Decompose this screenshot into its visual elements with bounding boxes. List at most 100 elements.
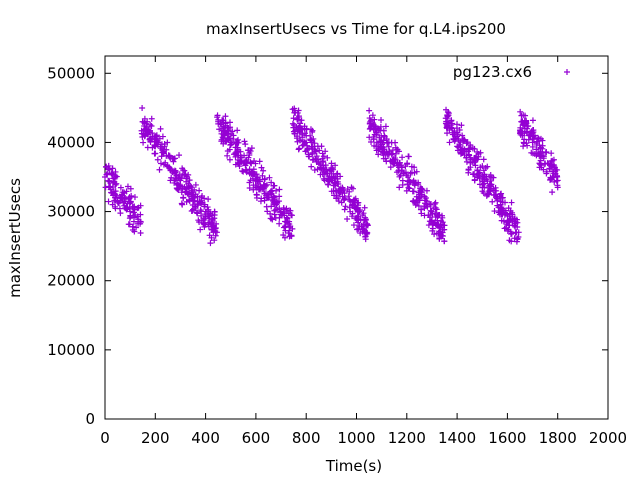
data-point (552, 170, 559, 177)
data-point (322, 162, 329, 169)
data-point (471, 177, 478, 184)
data-point (237, 148, 244, 155)
data-point (295, 113, 302, 120)
data-point (455, 135, 462, 142)
data-point (148, 115, 155, 122)
data-point (540, 166, 547, 173)
data-point (246, 170, 253, 177)
data-point (443, 106, 450, 113)
data-point (146, 129, 153, 136)
data-point (183, 173, 190, 180)
data-point (328, 174, 335, 180)
data-point (112, 191, 119, 198)
data-point (491, 208, 498, 215)
data-point (214, 112, 221, 119)
data-point (353, 205, 360, 212)
data-point (272, 206, 279, 213)
data-point (361, 217, 368, 224)
data-point (250, 166, 257, 173)
data-point (157, 160, 164, 167)
data-point (396, 164, 403, 171)
data-point (171, 170, 178, 177)
data-point (490, 192, 497, 199)
x-tick-label: 1400 (438, 429, 476, 447)
data-point (471, 145, 478, 152)
data-point (208, 218, 215, 225)
data-point (223, 138, 230, 145)
data-point (464, 139, 471, 146)
data-point (252, 177, 259, 184)
data-point (191, 194, 198, 201)
data-point (152, 133, 159, 140)
data-point (360, 226, 367, 233)
data-point (463, 140, 470, 147)
data-point (429, 225, 436, 232)
data-point (525, 132, 532, 139)
data-point (106, 166, 113, 173)
data-point (514, 236, 521, 243)
data-point (297, 120, 304, 127)
data-point (156, 166, 163, 173)
data-point (429, 210, 436, 217)
data-point (411, 169, 418, 176)
data-point (171, 179, 178, 186)
data-point (216, 126, 223, 133)
data-point (212, 232, 219, 239)
data-point (303, 139, 310, 146)
data-point (397, 172, 404, 179)
data-point (234, 149, 241, 156)
data-point (423, 187, 430, 194)
data-point (477, 164, 484, 171)
data-point (193, 209, 200, 216)
data-point (151, 150, 158, 157)
data-point (538, 162, 545, 169)
data-point (256, 158, 263, 165)
data-point (248, 145, 255, 152)
data-point (252, 160, 259, 167)
data-point (322, 167, 329, 174)
data-point (224, 135, 231, 142)
data-point (273, 187, 280, 194)
data-point (466, 152, 473, 159)
data-point (295, 116, 302, 123)
data-point (142, 132, 149, 139)
data-point (321, 171, 328, 178)
data-point (529, 139, 536, 146)
data-point (511, 215, 518, 222)
data-point (396, 184, 403, 191)
data-point (137, 218, 144, 225)
data-point (311, 167, 318, 174)
data-point (261, 197, 268, 204)
data-point (119, 194, 126, 201)
data-point (362, 233, 369, 240)
data-point (241, 152, 248, 159)
data-point (341, 206, 348, 213)
data-point (493, 187, 500, 194)
data-point (480, 190, 487, 197)
data-point (498, 217, 505, 224)
data-point (122, 205, 129, 212)
data-point (457, 147, 464, 154)
x-axis-label: Time(s) (325, 457, 382, 475)
data-point (281, 234, 288, 241)
data-point (330, 170, 337, 177)
y-tick-label: 0 (85, 410, 95, 428)
data-point (370, 135, 377, 142)
data-point (129, 223, 136, 230)
data-point (309, 129, 316, 136)
x-tick-label: 0 (100, 429, 110, 447)
data-point (338, 199, 345, 206)
data-point (264, 181, 271, 188)
data-point (160, 161, 167, 168)
data-point (316, 147, 323, 154)
data-point (540, 153, 547, 160)
data-point (304, 145, 311, 152)
data-point (280, 204, 287, 211)
data-point (102, 174, 108, 180)
data-point (504, 228, 511, 235)
data-point (117, 210, 124, 217)
data-point (208, 226, 215, 233)
data-point (276, 220, 283, 227)
data-point (485, 191, 492, 198)
data-point (146, 127, 153, 134)
